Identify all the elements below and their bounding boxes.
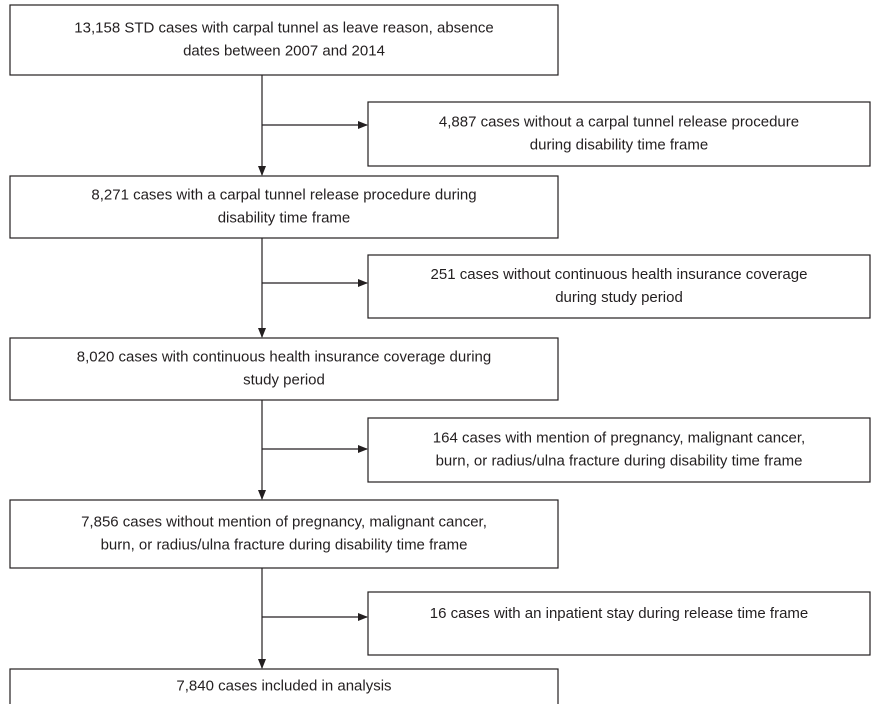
flow-box-text: 8,020 cases with continuous health insur…: [77, 348, 491, 365]
flow-box: [9, 4, 559, 76]
exclusion-box-text: burn, or radius/ulna fracture during dis…: [436, 452, 803, 469]
flow-box: [9, 668, 559, 704]
exclusion-box-text: 4,887 cases without a carpal tunnel rele…: [439, 113, 799, 130]
flow-box-text: disability time frame: [218, 209, 351, 226]
boxes: 13,158 STD cases with carpal tunnel as l…: [9, 4, 871, 704]
flow-box-text: 7,840 cases included in analysis: [176, 677, 391, 694]
flow-box: [9, 337, 559, 401]
flow-box-text: 8,271 cases with a carpal tunnel release…: [91, 186, 476, 203]
exclusion-box-text: 251 cases without continuous health insu…: [431, 266, 808, 283]
flow-box-text: 13,158 STD cases with carpal tunnel as l…: [74, 19, 493, 36]
exclusion-box-text: 164 cases with mention of pregnancy, mal…: [433, 429, 805, 446]
flow-box: [9, 499, 559, 569]
exclusion-box: [367, 591, 871, 656]
flow-box-text: burn, or radius/ulna fracture during dis…: [101, 536, 468, 553]
flow-box-text: study period: [243, 371, 325, 388]
exclusion-box: [367, 101, 871, 167]
flow-box-text: 7,856 cases without mention of pregnancy…: [81, 513, 487, 530]
exclusion-box-text: 16 cases with an inpatient stay during r…: [430, 605, 809, 622]
exclusion-box-text: during study period: [555, 289, 683, 306]
flow-box-text: dates between 2007 and 2014: [183, 42, 385, 59]
exclusion-box-text: during disability time frame: [530, 136, 708, 153]
exclusion-box: [367, 254, 871, 319]
flow-box: [9, 175, 559, 239]
exclusion-box: [367, 417, 871, 483]
